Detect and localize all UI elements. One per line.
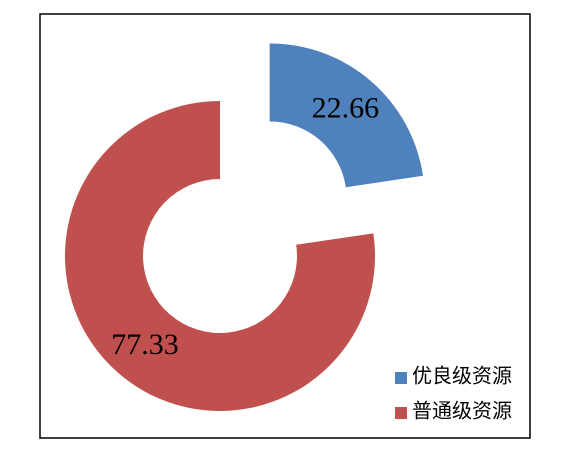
donut-slice <box>269 43 423 188</box>
legend-label: 优良级资源 <box>412 365 512 388</box>
donut-slice <box>64 101 376 412</box>
legend-label: 普通级资源 <box>412 400 512 423</box>
data-label: 22.66 <box>312 92 380 125</box>
legend-swatch <box>395 407 407 419</box>
data-label: 77.33 <box>111 328 179 361</box>
legend-swatch <box>395 372 407 384</box>
